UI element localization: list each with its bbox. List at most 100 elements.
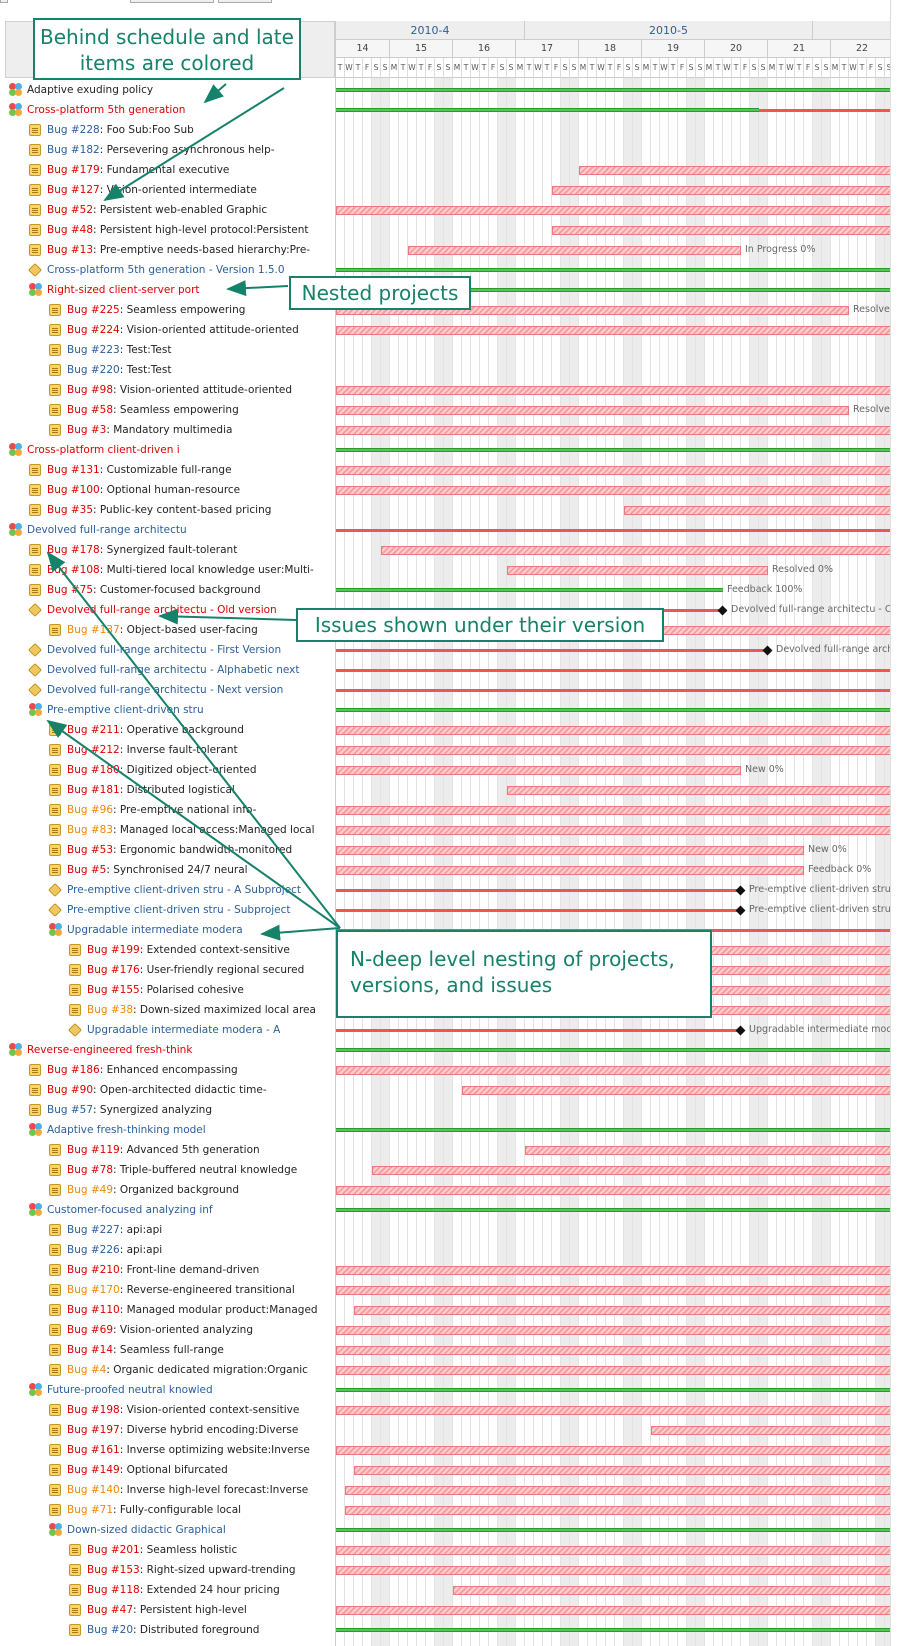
issue-link[interactable]: Bug #153 bbox=[87, 1564, 140, 1576]
project-link[interactable]: Cross-platform client-driven i bbox=[27, 444, 180, 456]
issue-link[interactable]: Bug #20 bbox=[87, 1624, 134, 1636]
issue-link[interactable]: Bug #198 bbox=[67, 1404, 120, 1416]
issue-link[interactable]: Bug #197 bbox=[67, 1424, 120, 1436]
issue-link[interactable]: Bug #127 bbox=[47, 184, 100, 196]
issue-bar[interactable] bbox=[345, 1486, 891, 1495]
issue-link[interactable]: Bug #58 bbox=[67, 404, 114, 416]
progress-line[interactable] bbox=[336, 1528, 891, 1532]
issue-link[interactable]: Bug #4 bbox=[67, 1364, 107, 1376]
issue-bar[interactable] bbox=[336, 1066, 891, 1075]
issue-bar[interactable] bbox=[453, 1586, 891, 1595]
issue-link[interactable]: Bug #186 bbox=[47, 1064, 100, 1076]
issue-bar[interactable] bbox=[336, 1446, 891, 1455]
issue-link[interactable]: Bug #178 bbox=[47, 544, 100, 556]
issue-bar[interactable] bbox=[336, 1326, 891, 1335]
issue-bar[interactable] bbox=[336, 1286, 891, 1295]
late-line[interactable] bbox=[336, 889, 741, 892]
progress-line[interactable] bbox=[336, 708, 891, 712]
issue-bar[interactable] bbox=[336, 1346, 891, 1355]
issue-link[interactable]: Bug #49 bbox=[67, 1184, 114, 1196]
issue-link[interactable]: Bug #181 bbox=[67, 784, 120, 796]
issue-bar[interactable] bbox=[336, 326, 891, 335]
issue-bar[interactable] bbox=[462, 1086, 891, 1095]
issue-bar[interactable] bbox=[381, 546, 891, 555]
issue-link[interactable]: Bug #118 bbox=[87, 1584, 140, 1596]
issue-bar[interactable] bbox=[336, 426, 891, 435]
issue-bar[interactable] bbox=[552, 186, 891, 195]
toolbar-edge[interactable] bbox=[0, 0, 8, 3]
toolbar-button[interactable] bbox=[130, 0, 214, 3]
issue-bar[interactable] bbox=[336, 826, 891, 835]
issue-link[interactable]: Bug #69 bbox=[67, 1324, 114, 1336]
issue-link[interactable]: Bug #119 bbox=[67, 1144, 120, 1156]
version-link[interactable]: Cross-platform 5th generation - Version … bbox=[47, 264, 285, 276]
project-link[interactable]: Reverse-engineered fresh-think bbox=[27, 1044, 193, 1056]
issue-bar[interactable] bbox=[507, 566, 768, 575]
issue-bar[interactable] bbox=[552, 226, 891, 235]
issue-link[interactable]: Bug #48 bbox=[47, 224, 94, 236]
issue-link[interactable]: Bug #3 bbox=[67, 424, 107, 436]
issue-link[interactable]: Bug #90 bbox=[47, 1084, 94, 1096]
late-line[interactable] bbox=[336, 1029, 741, 1032]
version-link[interactable]: Pre-emptive client-driven stru - A Subpr… bbox=[67, 884, 302, 896]
issue-link[interactable]: Bug #220 bbox=[67, 364, 120, 376]
issue-link[interactable]: Bug #83 bbox=[67, 824, 114, 836]
issue-link[interactable]: Bug #108 bbox=[47, 564, 100, 576]
issue-bar[interactable] bbox=[507, 786, 891, 795]
progress-line[interactable] bbox=[336, 268, 891, 272]
issue-link[interactable]: Bug #225 bbox=[67, 304, 120, 316]
issue-bar[interactable] bbox=[336, 1366, 891, 1375]
vertical-scrollbar[interactable] bbox=[890, 0, 914, 1646]
issue-bar[interactable] bbox=[336, 466, 891, 475]
issue-link[interactable]: Bug #228 bbox=[47, 124, 100, 136]
progress-line[interactable] bbox=[336, 448, 891, 452]
issue-link[interactable]: Bug #110 bbox=[67, 1304, 120, 1316]
issue-bar[interactable] bbox=[336, 806, 891, 815]
version-link[interactable]: Devolved full-range architectu - Old ver… bbox=[47, 604, 277, 616]
issue-bar[interactable] bbox=[336, 846, 804, 855]
issue-link[interactable]: Bug #226 bbox=[67, 1244, 120, 1256]
issue-link[interactable]: Bug #71 bbox=[67, 1504, 114, 1516]
issue-link[interactable]: Bug #170 bbox=[67, 1284, 120, 1296]
issue-link[interactable]: Bug #100 bbox=[47, 484, 100, 496]
issue-link[interactable]: Bug #47 bbox=[87, 1604, 134, 1616]
issue-link[interactable]: Bug #155 bbox=[87, 984, 140, 996]
issue-bar[interactable] bbox=[336, 726, 891, 735]
progress-line[interactable] bbox=[336, 1048, 891, 1052]
progress-line[interactable] bbox=[336, 1128, 891, 1132]
project-link[interactable]: Adaptive fresh-thinking model bbox=[47, 1124, 206, 1136]
late-line[interactable] bbox=[759, 109, 891, 112]
issue-link[interactable]: Bug #179 bbox=[47, 164, 100, 176]
issue-bar[interactable] bbox=[336, 486, 891, 495]
issue-link[interactable]: Bug #75 bbox=[47, 584, 94, 596]
project-link[interactable]: Right-sized client-server port bbox=[47, 284, 200, 296]
project-link[interactable]: Future-proofed neutral knowled bbox=[47, 1384, 213, 1396]
issue-bar[interactable] bbox=[336, 386, 891, 395]
issue-link[interactable]: Bug #223 bbox=[67, 344, 120, 356]
issue-link[interactable]: Bug #57 bbox=[47, 1104, 94, 1116]
issue-bar[interactable] bbox=[345, 1506, 891, 1515]
issue-link[interactable]: Bug #13 bbox=[47, 244, 94, 256]
issue-bar[interactable] bbox=[354, 1306, 891, 1315]
project-link[interactable]: Adaptive exuding policy bbox=[27, 84, 154, 96]
issue-bar[interactable] bbox=[624, 506, 891, 515]
issue-link[interactable]: Bug #176 bbox=[87, 964, 140, 976]
issue-link[interactable]: Bug #211 bbox=[67, 724, 120, 736]
issue-link[interactable]: Bug #14 bbox=[67, 1344, 114, 1356]
project-link[interactable]: Devolved full-range architectu bbox=[27, 524, 187, 536]
version-link[interactable]: Devolved full-range architectu - Next ve… bbox=[47, 684, 284, 696]
issue-link[interactable]: Bug #137 bbox=[67, 624, 120, 636]
project-link[interactable]: Customer-focused analyzing inf bbox=[47, 1204, 213, 1216]
late-line[interactable] bbox=[336, 909, 741, 912]
issue-bar[interactable] bbox=[651, 1426, 891, 1435]
issue-link[interactable]: Bug #52 bbox=[47, 204, 94, 216]
progress-line[interactable] bbox=[336, 1208, 891, 1212]
issue-bar[interactable] bbox=[336, 206, 891, 215]
progress-line[interactable] bbox=[336, 1628, 891, 1632]
issue-bar[interactable] bbox=[336, 766, 741, 775]
issue-bar[interactable] bbox=[336, 1546, 891, 1555]
issue-link[interactable]: Bug #53 bbox=[67, 844, 114, 856]
progress-line[interactable] bbox=[336, 588, 723, 592]
issue-bar[interactable] bbox=[336, 866, 804, 875]
issue-link[interactable]: Bug #212 bbox=[67, 744, 120, 756]
